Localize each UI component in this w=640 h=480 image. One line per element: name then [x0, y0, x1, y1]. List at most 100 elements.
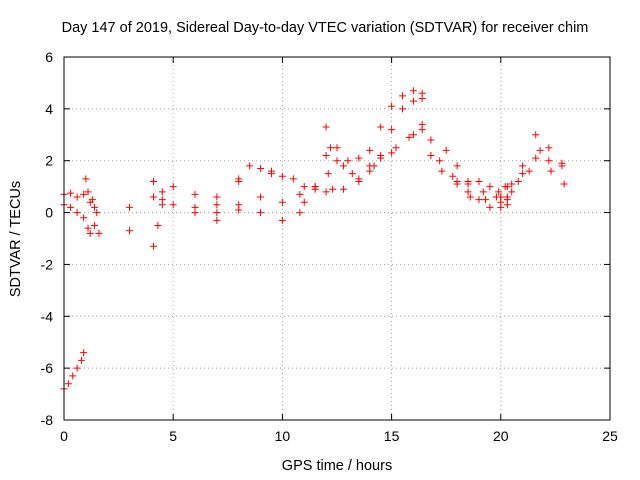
data-point	[427, 136, 435, 144]
data-point	[300, 198, 308, 206]
data-point	[508, 180, 516, 188]
y-tick-label: -4	[41, 308, 54, 324]
data-point	[77, 356, 85, 364]
data-point	[525, 167, 533, 175]
data-point	[333, 144, 341, 152]
data-point	[497, 193, 505, 201]
data-point	[322, 123, 330, 131]
data-point	[126, 203, 134, 211]
data-point	[545, 144, 553, 152]
tick-labels: 0 5 10 15 20 25 -8 -6 -4 -2 0 2 4 6	[41, 49, 618, 444]
series-arc-early-2	[60, 201, 92, 232]
data-point	[86, 229, 94, 237]
data-point	[73, 209, 81, 217]
data-point	[355, 154, 363, 162]
data-point	[169, 183, 177, 191]
data-point	[545, 157, 553, 165]
data-point	[547, 167, 555, 175]
data-point	[519, 162, 527, 170]
data-point	[150, 242, 158, 250]
series-arc-a	[150, 193, 304, 224]
series-arc-k	[427, 136, 511, 204]
data-point	[95, 229, 103, 237]
data-point	[213, 216, 221, 224]
data-point	[296, 209, 304, 217]
data-point	[453, 162, 461, 170]
data-point	[388, 149, 396, 157]
data-point	[475, 196, 483, 204]
data-point	[536, 146, 544, 154]
data-point	[169, 201, 177, 209]
data-point	[442, 146, 450, 154]
data-point	[150, 177, 158, 185]
data-point	[344, 157, 352, 165]
data-point	[388, 126, 396, 134]
data-point	[464, 188, 472, 196]
series-arc-early-3	[82, 175, 103, 237]
data-point	[126, 227, 134, 235]
data-point	[409, 87, 417, 95]
data-point	[482, 196, 490, 204]
data-point	[278, 198, 286, 206]
data-point	[427, 152, 435, 160]
data-point	[213, 201, 221, 209]
data-point	[69, 372, 77, 380]
data-point	[399, 92, 407, 100]
grid-lines	[64, 57, 610, 420]
data-point	[289, 175, 297, 183]
series-arc-c	[150, 164, 330, 209]
data-point	[322, 188, 330, 196]
data-point	[486, 203, 494, 211]
data-point	[158, 188, 166, 196]
data-point	[67, 203, 75, 211]
x-tick-label: 0	[60, 428, 68, 444]
data-point	[88, 196, 96, 204]
data-point	[503, 193, 511, 201]
data-point	[532, 154, 540, 162]
data-point	[409, 131, 417, 139]
series-arc-g	[322, 87, 426, 165]
series-arc-n	[453, 177, 511, 209]
y-tick-label: -2	[41, 256, 54, 272]
data-point	[340, 162, 348, 170]
data-point	[558, 162, 566, 170]
data-point	[235, 201, 243, 209]
data-point	[508, 188, 516, 196]
data-point	[246, 162, 254, 170]
data-point	[366, 146, 374, 154]
data-point	[532, 131, 540, 139]
series-arc-q	[501, 146, 568, 191]
data-point	[355, 175, 363, 183]
data-point	[84, 224, 92, 232]
data-point	[80, 349, 88, 357]
y-tick-label: 4	[45, 101, 53, 117]
data-point	[324, 170, 332, 178]
data-point	[519, 170, 527, 178]
data-point	[91, 222, 99, 230]
series-arc-f	[300, 152, 337, 206]
series-arc-e	[213, 183, 319, 217]
y-tick-label: -6	[41, 360, 54, 376]
data-point	[449, 172, 457, 180]
data-point	[333, 157, 341, 165]
data-point	[392, 144, 400, 152]
data-point	[158, 196, 166, 204]
data-point	[495, 188, 503, 196]
data-point	[80, 190, 88, 198]
data-point	[501, 183, 509, 191]
data-point	[560, 180, 568, 188]
data-point	[409, 97, 417, 105]
data-point	[80, 214, 88, 222]
data-point	[340, 185, 348, 193]
data-point	[497, 203, 505, 211]
data-point	[399, 105, 407, 113]
data-point	[93, 209, 101, 217]
y-tick-label: 6	[45, 49, 53, 65]
data-point	[479, 188, 487, 196]
axis-ticks	[63, 56, 611, 421]
data-point	[257, 209, 265, 217]
data-point	[329, 185, 337, 193]
data-point	[348, 170, 356, 178]
data-point	[418, 94, 426, 102]
